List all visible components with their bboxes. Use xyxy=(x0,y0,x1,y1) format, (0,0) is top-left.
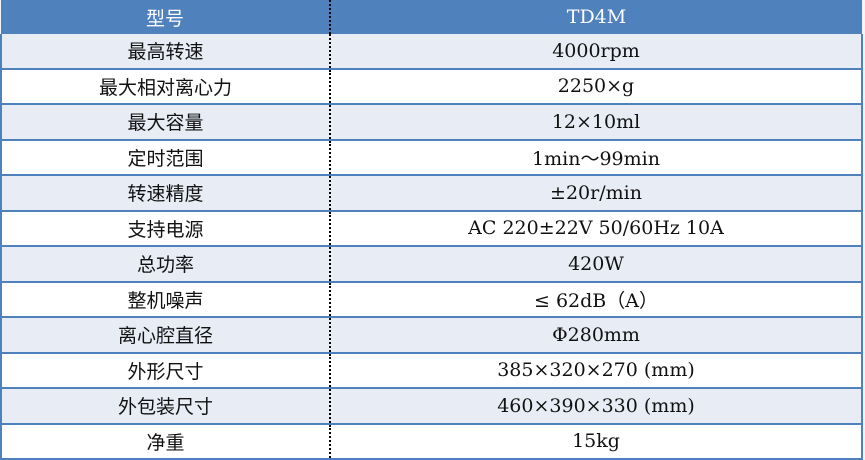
spec-value: ±20r/min xyxy=(330,175,863,212)
spec-label: 总功率 xyxy=(0,246,331,283)
table-row: 整机噪声 ≤ 62dB（A） xyxy=(0,281,863,318)
spec-label: 整机噪声 xyxy=(0,281,331,318)
table-row: 最大相对离心力 2250×g xyxy=(0,68,863,105)
table-row: 外形尺寸 385×320×270 (mm) xyxy=(0,352,863,389)
spec-label: 外形尺寸 xyxy=(0,352,331,389)
spec-label: 最大相对离心力 xyxy=(0,68,331,105)
spec-value: 420W xyxy=(330,246,863,283)
spec-label: 最高转速 xyxy=(0,34,331,70)
spec-value: 12×10ml xyxy=(330,104,863,141)
spec-value: ≤ 62dB（A） xyxy=(330,281,863,318)
table-row: 净重 15kg xyxy=(0,423,863,460)
header-model-value: TD4M xyxy=(330,0,862,34)
table-row: 离心腔直径 Φ280mm xyxy=(0,317,863,354)
header-model-label: 型号 xyxy=(1,0,331,34)
spec-label: 外包装尺寸 xyxy=(0,388,331,425)
spec-label: 净重 xyxy=(0,423,331,460)
spec-label: 转速精度 xyxy=(0,175,331,212)
spec-value: 2250×g xyxy=(330,68,863,105)
table-row: 定时范围 1min～99min xyxy=(0,139,863,176)
table-row: 外包装尺寸 460×390×330 (mm) xyxy=(0,388,863,425)
table-row: 总功率 420W xyxy=(0,246,863,283)
spec-value: Φ280mm xyxy=(330,317,863,354)
spec-value: 15kg xyxy=(330,423,863,460)
table-row: 转速精度 ±20r/min xyxy=(0,175,863,212)
spec-value: AC 220±22V 50/60Hz 10A xyxy=(330,210,863,247)
spec-label: 离心腔直径 xyxy=(0,317,331,354)
table-row: 最大容量 12×10ml xyxy=(0,104,863,141)
spec-label: 定时范围 xyxy=(0,139,331,176)
table-row: 最高转速 4000rpm xyxy=(0,34,863,70)
table-header-row: 型号 TD4M xyxy=(1,0,862,34)
spec-label: 支持电源 xyxy=(0,210,331,247)
spec-label: 最大容量 xyxy=(0,104,331,141)
spec-value: 385×320×270 (mm) xyxy=(330,352,863,389)
spec-value: 460×390×330 (mm) xyxy=(330,388,863,425)
spec-value: 1min～99min xyxy=(330,139,863,176)
spec-value: 4000rpm xyxy=(330,34,863,70)
table-row: 支持电源 AC 220±22V 50/60Hz 10A xyxy=(0,210,863,247)
